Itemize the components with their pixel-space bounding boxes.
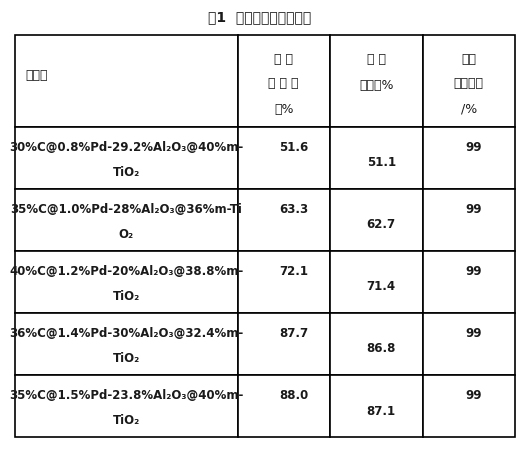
- Bar: [422, 375, 515, 437]
- Text: 71.4: 71.4: [367, 280, 396, 293]
- Text: 醇 转 化: 醇 转 化: [269, 77, 299, 90]
- Text: O₂: O₂: [119, 228, 134, 241]
- Text: 30%C@0.8%Pd-29.2%Al₂O₃@40%m-: 30%C@0.8%Pd-29.2%Al₂O₃@40%m-: [9, 141, 243, 154]
- Bar: [15, 251, 237, 313]
- Text: 99: 99: [465, 327, 482, 340]
- Bar: [237, 375, 330, 437]
- Bar: [422, 251, 515, 313]
- Bar: [422, 313, 515, 375]
- Text: 35%C@1.0%Pd-28%Al₂O₃@36%m-Ti: 35%C@1.0%Pd-28%Al₂O₃@36%m-Ti: [10, 203, 242, 216]
- Bar: [330, 375, 422, 437]
- Bar: [422, 189, 515, 251]
- Text: TiO₂: TiO₂: [112, 166, 140, 179]
- Bar: [15, 127, 237, 189]
- Bar: [330, 313, 422, 375]
- Text: TiO₂: TiO₂: [112, 414, 140, 427]
- Bar: [237, 189, 330, 251]
- Text: 表1  催化剂催化活性评价: 表1 催化剂催化活性评价: [208, 10, 312, 24]
- Text: 51.6: 51.6: [279, 141, 308, 154]
- Text: 40%C@1.2%Pd-20%Al₂O₃@38.8%m-: 40%C@1.2%Pd-20%Al₂O₃@38.8%m-: [9, 265, 243, 278]
- Text: 86.8: 86.8: [367, 343, 396, 356]
- Bar: [237, 251, 330, 313]
- Text: 87.7: 87.7: [279, 327, 308, 340]
- Bar: [15, 313, 237, 375]
- Bar: [422, 35, 515, 127]
- Text: 62.7: 62.7: [367, 219, 396, 232]
- Text: 87.1: 87.1: [367, 405, 396, 418]
- Text: 36%C@1.4%Pd-30%Al₂O₃@32.4%m-: 36%C@1.4%Pd-30%Al₂O₃@32.4%m-: [9, 327, 243, 340]
- Bar: [15, 35, 237, 127]
- Text: /%: /%: [461, 103, 477, 116]
- Text: 63.3: 63.3: [279, 203, 308, 216]
- Bar: [15, 189, 237, 251]
- Text: 苯 甲: 苯 甲: [274, 53, 293, 66]
- Bar: [237, 127, 330, 189]
- Bar: [330, 251, 422, 313]
- Bar: [237, 313, 330, 375]
- Text: 99: 99: [465, 203, 482, 216]
- Text: 率%: 率%: [274, 103, 294, 116]
- Bar: [330, 127, 422, 189]
- Text: 99: 99: [465, 141, 482, 154]
- Text: 51.1: 51.1: [367, 157, 396, 170]
- Text: 醛产率%: 醛产率%: [359, 79, 393, 92]
- Text: 88.0: 88.0: [279, 389, 308, 402]
- Text: 99: 99: [465, 265, 482, 278]
- Text: 苯 甲: 苯 甲: [367, 53, 386, 66]
- Text: TiO₂: TiO₂: [112, 290, 140, 303]
- Bar: [237, 35, 330, 127]
- Bar: [422, 127, 515, 189]
- Text: 催化剂: 催化剂: [25, 69, 48, 82]
- Text: 醇选择性: 醇选择性: [454, 77, 484, 90]
- Text: 72.1: 72.1: [279, 265, 308, 278]
- Bar: [330, 189, 422, 251]
- Bar: [330, 35, 422, 127]
- Text: 35%C@1.5%Pd-23.8%Al₂O₃@40%m-: 35%C@1.5%Pd-23.8%Al₂O₃@40%m-: [9, 389, 243, 402]
- Text: TiO₂: TiO₂: [112, 352, 140, 365]
- Text: 苯甲: 苯甲: [461, 53, 476, 66]
- Bar: [15, 375, 237, 437]
- Text: 99: 99: [465, 389, 482, 402]
